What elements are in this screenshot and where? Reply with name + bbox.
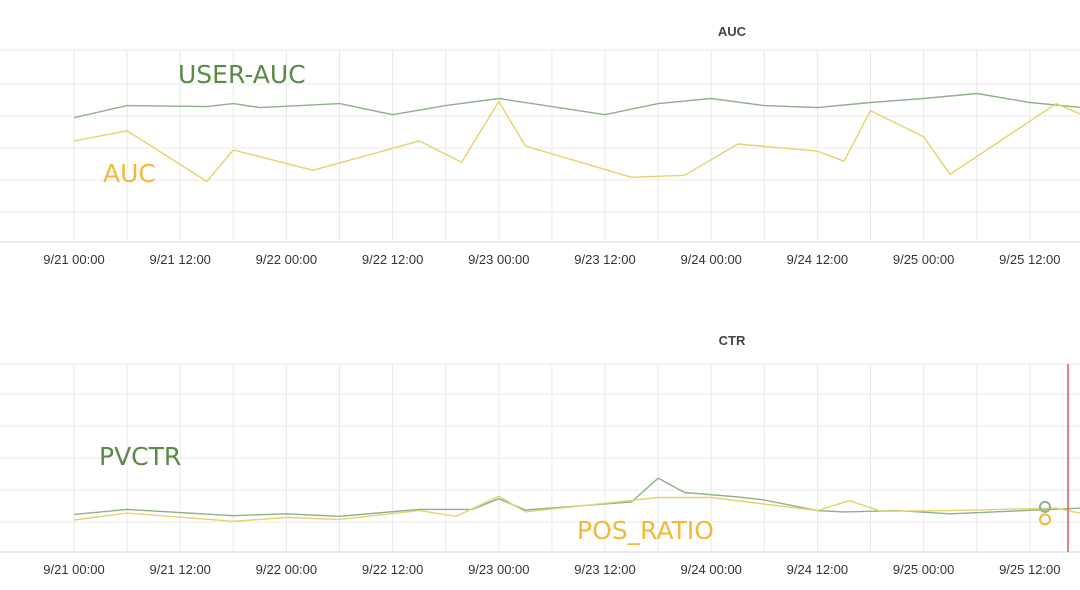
- x-tick-label: 9/25 00:00: [893, 562, 954, 577]
- x-tick-label: 9/22 12:00: [362, 252, 423, 267]
- series-line-auc[interactable]: [73, 100, 1080, 183]
- auc-chart-title: AUC: [718, 24, 747, 39]
- x-tick-label: 9/21 00:00: [43, 562, 104, 577]
- series-line-pos-ratio[interactable]: [73, 495, 1080, 522]
- x-tick-label: 9/21 12:00: [149, 252, 210, 267]
- pos-ratio-hover-marker: [1039, 513, 1051, 526]
- x-tick-label: 9/21 00:00: [43, 252, 104, 267]
- x-tick-label: 9/23 00:00: [468, 252, 529, 267]
- annotation-auc: AUC: [103, 159, 156, 188]
- x-tick-label: 9/21 12:00: [149, 562, 210, 577]
- x-tick-label: 9/25 00:00: [893, 252, 954, 267]
- x-tick-label: 9/23 00:00: [468, 562, 529, 577]
- annotation-pos-ratio: POS_RATIO: [577, 516, 714, 545]
- x-tick-label: 9/24 12:00: [787, 562, 848, 577]
- x-tick-label: 9/22 00:00: [256, 252, 317, 267]
- pvctr-hover-marker: [1039, 500, 1051, 513]
- x-tick-label: 9/24 00:00: [680, 252, 741, 267]
- x-tick-label: 9/22 12:00: [362, 562, 423, 577]
- auc-x-axis-ticks: 9/21 00:00 9/21 12:00 9/22 00:00 9/22 12:00…: [43, 252, 1060, 267]
- ctr-chart-title: CTR: [719, 333, 746, 348]
- x-tick-label: 9/25 12:00: [999, 562, 1060, 577]
- x-tick-label: 9/22 00:00: [256, 562, 317, 577]
- x-tick-label: 9/24 12:00: [787, 252, 848, 267]
- annotation-user-auc: USER-AUC: [178, 60, 306, 89]
- x-tick-label: 9/23 12:00: [574, 562, 635, 577]
- ctr-x-axis-ticks: 9/21 00:00 9/21 12:00 9/22 00:00 9/22 12:00…: [43, 562, 1060, 577]
- series-line-user-auc[interactable]: [73, 83, 1080, 119]
- ctr-panel: CTR 9/21 00:00 9/21 12:00 9/22 00:00 9/22 1…: [0, 333, 1080, 577]
- annotation-pvctr: PVCTR: [99, 442, 181, 471]
- x-tick-label: 9/23 12:00: [574, 252, 635, 267]
- x-tick-label: 9/24 00:00: [680, 562, 741, 577]
- x-tick-label: 9/25 12:00: [999, 252, 1060, 267]
- ctr-lines: [73, 477, 1080, 522]
- auc-panel: AUC 9/21 00:00 9/21 12:00 9/22 00:00 9/22 1…: [0, 24, 1080, 267]
- auc-lines: [73, 83, 1080, 183]
- auc-grid: [0, 49, 1080, 243]
